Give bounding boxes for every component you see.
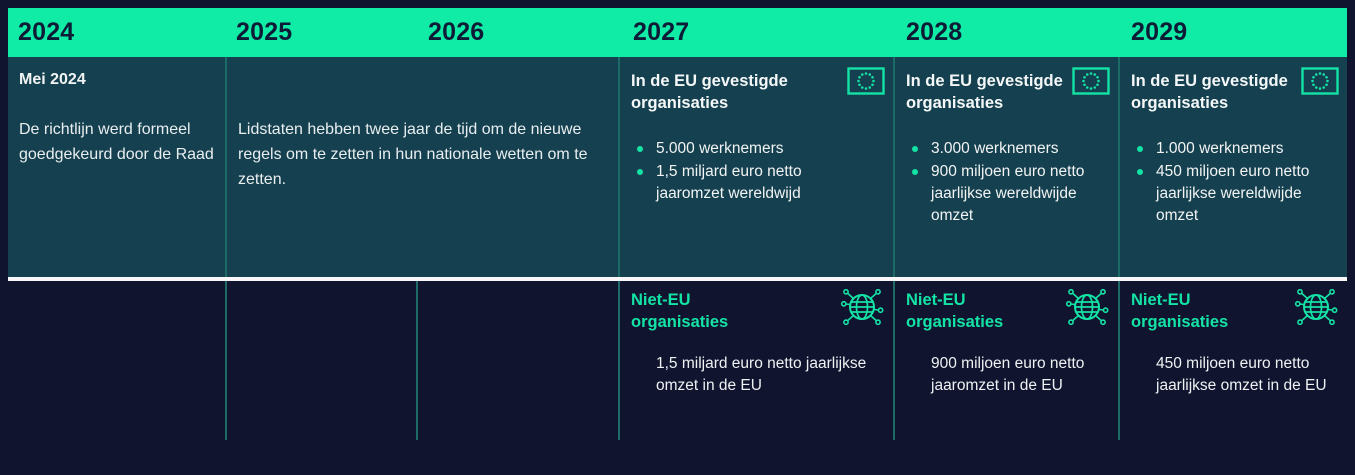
bullet-text: 1,5 miljard euro netto jaaromzet wereldw… [656, 163, 802, 202]
bullet-item: 450 miljoen euro netto jaarlijkse wereld… [1131, 161, 1336, 227]
eu-card-2029: In de EU gevestigde organisaties [1120, 57, 1347, 277]
bullet-text: 3.000 werknemers [931, 140, 1059, 157]
eu-flag-icon [1072, 67, 1110, 95]
timeline-divider-line [8, 277, 1347, 281]
eu-flag-icon [1301, 67, 1339, 95]
event-body: De richtlijn werd formeel goedgekeurd do… [19, 121, 214, 163]
non-eu-card-title: Niet-EU organisaties [906, 291, 1004, 331]
eu-card-2028: In de EU gevestigde organisaties [895, 57, 1120, 277]
bullet-dot-icon [912, 169, 918, 175]
event-title: Mei 2024 [19, 71, 86, 88]
bullet-item: 1.000 werknemers [1131, 138, 1336, 160]
non-eu-card-body: 900 miljoen euro netto jaaromzet in de E… [931, 355, 1085, 394]
bullet-text: 900 miljoen euro netto jaarlijkse wereld… [931, 163, 1085, 224]
cell-2024: Mei 2024 De richtlijn werd formeel goedg… [8, 57, 227, 277]
non-eu-card-title: Niet-EU organisaties [1131, 291, 1229, 331]
bullet-dot-icon [1137, 169, 1143, 175]
eu-card-2027: In de EU gevestigde organisaties [620, 57, 895, 277]
bullet-item: 3.000 werknemers [906, 138, 1108, 160]
eu-card-title: In de EU gevestigde organisaties [1131, 72, 1288, 112]
bullet-item: 900 miljoen euro netto jaarlijkse wereld… [906, 161, 1108, 227]
timeline-year-bar: 2024 2025 2026 2027 2028 2029 [8, 8, 1347, 57]
eu-card-bullets: 1.000 werknemers 450 miljoen euro netto … [1131, 138, 1337, 227]
cell-2025-2026: Lidstaten hebben twee jaar de tijd om de… [227, 57, 620, 277]
bullet-text: 450 miljoen euro netto jaarlijkse wereld… [1156, 163, 1310, 224]
non-eu-card-2028: Niet-EU organisaties 900 miljoen euro ne… [895, 281, 1120, 440]
event-body: Lidstaten hebben twee jaar de tijd om de… [238, 121, 588, 188]
globe-network-icon [1065, 286, 1109, 328]
eu-flag-icon [847, 67, 885, 95]
year-label-2028: 2028 [906, 18, 963, 46]
timeline-bottom-row: Niet-EU organisaties 1,5 miljard euro ne… [8, 281, 1347, 440]
year-label-2029: 2029 [1131, 18, 1188, 46]
bullet-item: 1,5 miljard euro netto jaaromzet wereldw… [631, 161, 871, 205]
non-eu-card-2029: Niet-EU organisaties 450 miljoen euro ne… [1120, 281, 1347, 440]
globe-network-icon [1294, 286, 1338, 328]
non-eu-card-body: 1,5 miljard euro netto jaarlijkse omzet … [656, 355, 867, 394]
bullet-dot-icon [637, 146, 643, 152]
bullet-text: 5.000 werknemers [656, 140, 784, 157]
eu-card-title: In de EU gevestigde organisaties [906, 72, 1063, 112]
non-eu-card-title: Niet-EU organisaties [631, 291, 729, 331]
globe-network-icon [840, 286, 884, 328]
bullet-dot-icon [912, 146, 918, 152]
bullet-item: 5.000 werknemers [631, 138, 871, 160]
bullet-text: 1.000 werknemers [1156, 140, 1284, 157]
bullet-dot-icon [1137, 146, 1143, 152]
timeline-top-row: Mei 2024 De richtlijn werd formeel goedg… [8, 57, 1347, 277]
eu-card-bullets: 3.000 werknemers 900 miljoen euro netto … [906, 138, 1108, 227]
year-label-2025: 2025 [236, 18, 293, 46]
non-eu-card-2027: Niet-EU organisaties 1,5 miljard euro ne… [620, 281, 895, 440]
non-eu-card-body: 450 miljoen euro netto jaarlijkse omzet … [1156, 355, 1327, 394]
year-label-2027: 2027 [633, 18, 690, 46]
empty-cell-2024 [8, 281, 227, 440]
empty-cell-2026 [418, 281, 620, 440]
eu-card-title: In de EU gevestigde organisaties [631, 72, 788, 112]
year-label-2026: 2026 [428, 18, 485, 46]
bullet-dot-icon [637, 169, 643, 175]
eu-card-bullets: 5.000 werknemers 1,5 miljard euro netto … [631, 138, 883, 205]
year-label-2024: 2024 [18, 18, 75, 46]
empty-cell-2025 [227, 281, 418, 440]
